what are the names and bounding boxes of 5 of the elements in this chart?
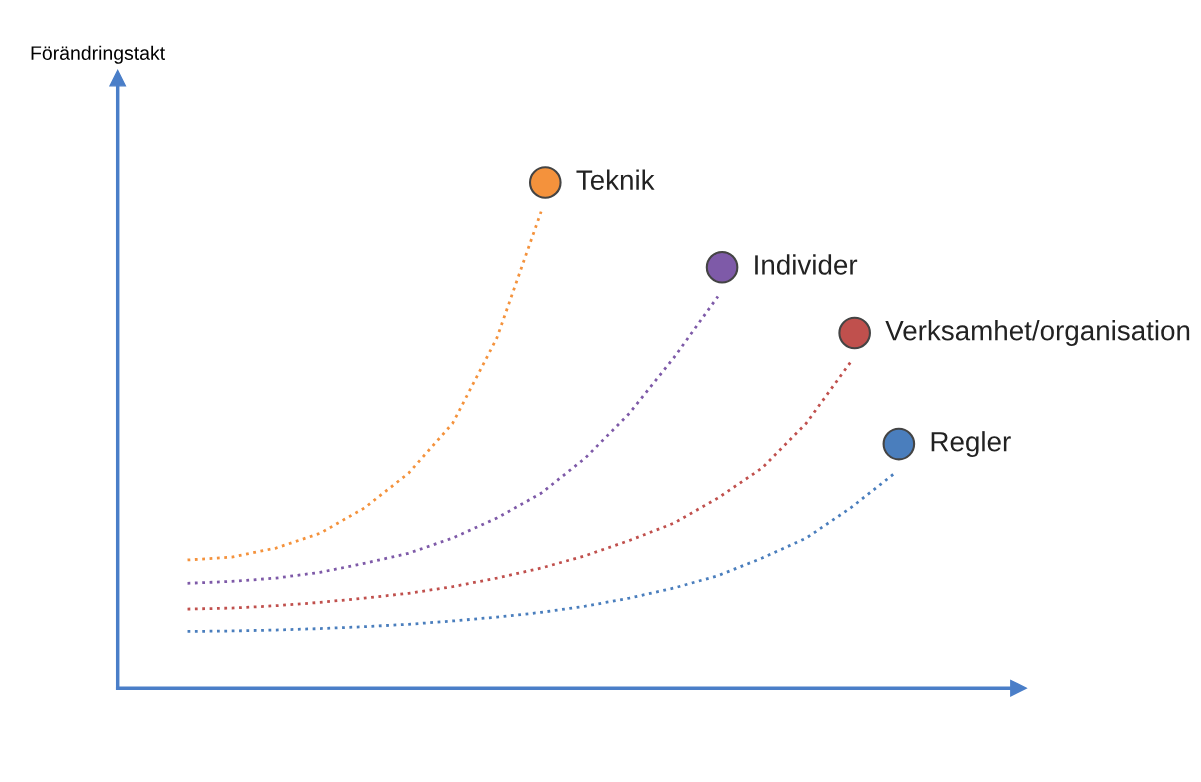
legend-label: Individer	[755, 254, 858, 275]
text: Förändringstakt	[31, 45, 165, 64]
legend-label: Regler	[931, 431, 1011, 458]
legend-label: Verksamhet/organisation	[885, 320, 1190, 346]
legend-label: Teknik	[576, 169, 655, 190]
